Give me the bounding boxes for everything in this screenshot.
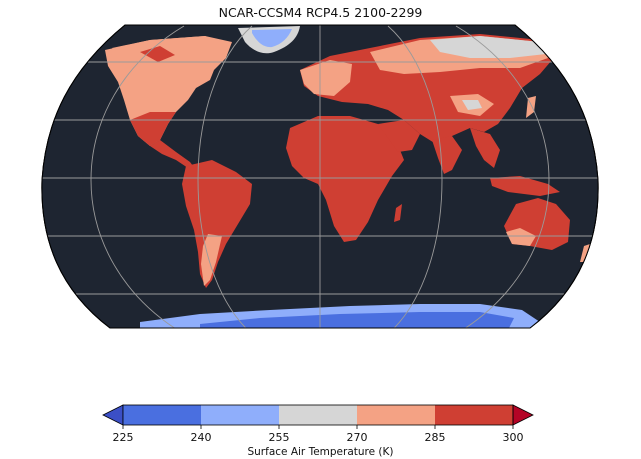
canada-arctic-cool [140,46,175,62]
colorbar-bin-240-255 [201,405,279,425]
central-america [150,140,196,170]
colorbar-frame [122,404,514,426]
new-zealand [580,244,590,262]
colorbar-bin-225-240 [123,405,201,425]
colorbar-under-arrow [102,404,124,426]
usa-south [130,112,176,146]
japan [526,96,536,118]
india [432,136,462,174]
arabia [378,120,420,152]
antarctica-interior [200,312,514,328]
map-title: NCAR-CCSM4 RCP4.5 2100-2299 [218,5,423,20]
globe-outline [41,24,599,329]
canada-north [112,36,228,62]
colorbar [102,404,534,429]
south-america [182,160,252,288]
graticule [41,25,599,328]
europe-west [300,60,352,96]
colorbar-bin-255-270 [279,405,357,425]
south-america-south [201,234,222,286]
greenland-interior [252,29,292,48]
colorbar-bin-270-285 [357,405,435,425]
arctic-siberia [430,36,546,58]
africa [286,116,404,242]
tibet-core [462,100,482,110]
madagascar [394,204,402,222]
australia-south [506,228,536,246]
colorbar-label: Surface Air Temperature (K) [247,446,394,458]
colorbar-over-arrow [512,404,534,426]
southeast-asia [470,128,500,168]
colorbar-bin-285-300 [435,405,513,425]
indonesia [490,176,560,196]
